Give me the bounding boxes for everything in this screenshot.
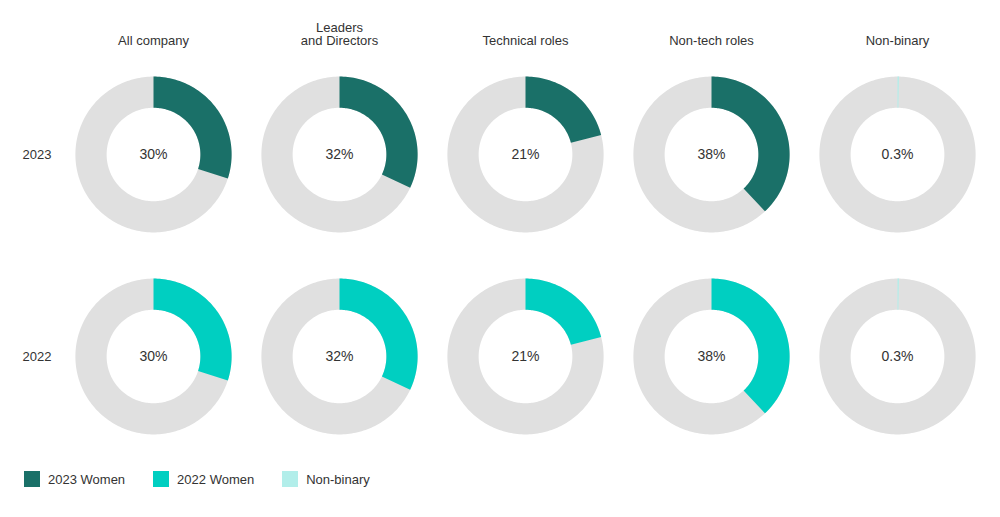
svg-text:21%: 21% — [511, 146, 539, 162]
svg-text:Non-tech roles: Non-tech roles — [669, 33, 754, 48]
svg-text:0.3%: 0.3% — [882, 146, 914, 162]
html-text:2023 Women: 2023 Women — [48, 471, 126, 487]
svg-text:2023: 2023 — [23, 147, 52, 162]
svg-text:32%: 32% — [325, 146, 353, 162]
svg-text:21%: 21% — [511, 348, 539, 364]
svg-text:38%: 38% — [697, 348, 725, 364]
svg-text:30%: 30% — [139, 146, 167, 162]
html-text:2022 Women: 2022 Women — [177, 471, 255, 487]
svg-text:Non-binary: Non-binary — [866, 33, 930, 48]
html-text:Non-binary: Non-binary — [306, 471, 370, 487]
svg-text:38%: 38% — [697, 146, 725, 162]
svg-text:30%: 30% — [139, 348, 167, 364]
svg-text:32%: 32% — [325, 348, 353, 364]
svg-text:2022: 2022 — [23, 349, 52, 364]
svg-text:All company: All company — [118, 33, 189, 48]
svg-text:Technical roles: Technical roles — [483, 33, 569, 48]
svg-text:Leadersand Directors: Leadersand Directors — [301, 20, 379, 48]
svg-text:0.3%: 0.3% — [882, 348, 914, 364]
